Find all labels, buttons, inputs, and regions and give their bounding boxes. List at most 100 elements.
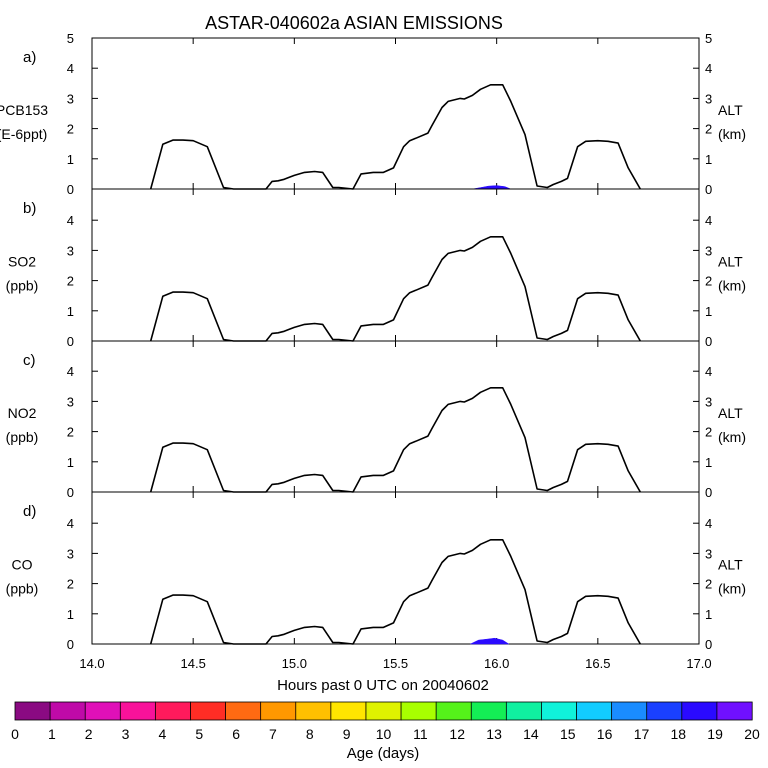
colorbar-tick-label: 9	[343, 726, 351, 742]
units-label: (ppb)	[6, 278, 39, 294]
y-tick-label-right: 3	[705, 546, 712, 561]
y-tick-label-right: 1	[705, 152, 712, 167]
colorbar-swatch	[119, 701, 156, 721]
y-tick-label-left: 3	[67, 243, 74, 258]
x-tick-label: 14.0	[79, 656, 104, 671]
colorbar-tick-label: 18	[671, 726, 687, 742]
altitude-line	[149, 387, 641, 493]
colorbar-tick-label: 8	[306, 726, 314, 742]
colorbar-swatch	[611, 701, 648, 721]
panel-label: d)	[23, 503, 36, 520]
y-tick-label-right: 0	[705, 182, 712, 197]
colorbar-swatch	[470, 701, 507, 721]
y-tick-label-left: 3	[67, 394, 74, 409]
y-tick-label-right: 3	[705, 394, 712, 409]
y-tick-label-right: 2	[705, 122, 712, 137]
y-tick-label-right: 4	[705, 213, 712, 228]
y-tick-label-left: 3	[67, 546, 74, 561]
y-tick-label-right: 3	[705, 243, 712, 258]
colorbar-tick-label: 2	[85, 726, 93, 742]
alt-label: ALT	[718, 254, 743, 270]
units-label: (ppb)	[6, 429, 39, 445]
colorbar-swatch	[225, 701, 262, 721]
species-label: PCB153	[0, 102, 48, 118]
y-tick-label-right: 0	[705, 334, 712, 349]
x-axis-label: Hours past 0 UTC on 20040602	[277, 677, 489, 694]
colorbar-tick-label: 1	[48, 726, 56, 742]
alt-units-label: (km)	[718, 429, 746, 445]
y-tick-label-left: 1	[67, 455, 74, 470]
units-label: (ppb)	[6, 581, 39, 597]
altitude-line	[149, 236, 641, 342]
colorbar-swatch	[541, 701, 578, 721]
y-tick-label-left: 4	[67, 364, 74, 379]
colorbar-swatch	[260, 701, 297, 721]
alt-label: ALT	[718, 557, 743, 573]
x-tick-label: 15.0	[282, 656, 307, 671]
species-label: SO2	[8, 254, 36, 270]
colorbar-tick-label: 19	[707, 726, 723, 742]
y-tick-label-left: 0	[67, 334, 74, 349]
y-tick-label-left: 1	[67, 304, 74, 319]
y-tick-label-left: 0	[67, 637, 74, 652]
colorbar-swatch	[190, 701, 227, 721]
colorbar-swatch	[435, 701, 472, 721]
panel-co: 0 0 1 1 2 2 3 3 4 4 d) CO (ppb) ALT (km)	[6, 491, 746, 652]
y-tick-label-right: 4	[705, 61, 712, 76]
chart-title: ASTAR-040602a ASIAN EMISSIONS	[205, 13, 503, 33]
x-tick-label: 16.5	[585, 656, 610, 671]
colorbar-swatch	[295, 701, 332, 721]
panel-frame	[91, 37, 700, 190]
colorbar-swatch	[365, 701, 402, 721]
tracer-area	[472, 185, 511, 190]
y-tick-label-left: 3	[67, 91, 74, 106]
colorbar-tick-label: 5	[195, 726, 203, 742]
y-tick-label-right: 4	[705, 364, 712, 379]
y-tick-label-left: 0	[67, 485, 74, 500]
alt-units-label: (km)	[718, 581, 746, 597]
units-label: (E-6ppt)	[0, 126, 47, 142]
panel-label: c)	[23, 352, 36, 369]
colorbar-swatch	[681, 701, 718, 721]
colorbar-swatch	[49, 701, 86, 721]
colorbar-swatch	[14, 701, 51, 721]
colorbar-tick-label: 4	[159, 726, 167, 742]
tracer-area	[470, 637, 510, 645]
y-tick-label-left: 4	[67, 516, 74, 531]
y-tick-label-left: 4	[67, 61, 74, 76]
colorbar-label: Age (days)	[347, 745, 420, 762]
panel-label: b)	[23, 200, 36, 217]
y-tick-label-left: 2	[67, 274, 74, 289]
colorbar-tick-label: 0	[11, 726, 19, 742]
colorbar-tick-label: 13	[486, 726, 502, 742]
y-tick-label-left: 5	[67, 31, 74, 46]
y-tick-label-right: 1	[705, 607, 712, 622]
colorbar-tick-label: 11	[413, 726, 428, 742]
panel-frame	[91, 491, 700, 645]
panels-group: 0 0 1 1 2 2 3 3 4 4 5 5 a) PCB153 (E-6ppt) ALT (km) 0 0 1 1 2…	[0, 31, 746, 652]
colorbar-swatch	[646, 701, 683, 721]
y-tick-label-left: 1	[67, 607, 74, 622]
y-tick-label-right: 0	[705, 485, 712, 500]
y-tick-label-left: 2	[67, 577, 74, 592]
y-tick-label-right: 2	[705, 577, 712, 592]
colorbar-tick-label: 14	[523, 726, 539, 742]
colorbar-swatch	[330, 701, 367, 721]
y-tick-label-right: 1	[705, 304, 712, 319]
colorbar-swatch	[84, 701, 121, 721]
y-tick-label-right: 2	[705, 425, 712, 440]
altitude-line	[149, 539, 641, 645]
alt-label: ALT	[718, 102, 743, 118]
y-tick-label-left: 1	[67, 152, 74, 167]
species-label: NO2	[8, 405, 37, 421]
y-tick-label-right: 1	[705, 455, 712, 470]
panel-so2: 0 0 1 1 2 2 3 3 4 4 b) SO2 (ppb) ALT (km)	[6, 188, 746, 349]
colorbar-tick-label: 10	[376, 726, 392, 742]
colorbar-tick-label: 20	[744, 726, 760, 742]
y-tick-label-right: 4	[705, 516, 712, 531]
x-tick-label: 17.0	[686, 656, 711, 671]
y-tick-label-right: 0	[705, 637, 712, 652]
colorbar-tick-label: 15	[560, 726, 576, 742]
colorbar-tick-label: 16	[597, 726, 613, 742]
